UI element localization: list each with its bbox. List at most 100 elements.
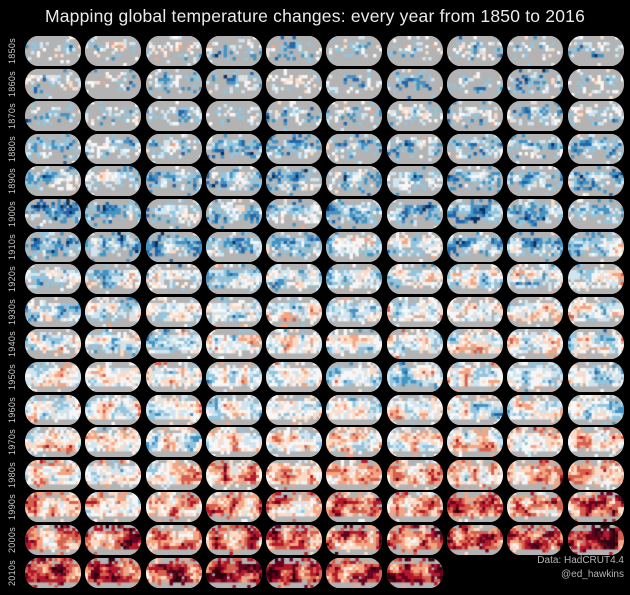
year-map (266, 329, 323, 360)
year-map (145, 264, 202, 295)
decade-label: 1980s (7, 461, 17, 488)
year-map (447, 231, 504, 262)
decade-row: 2010s (0, 557, 624, 588)
year-map (145, 101, 202, 132)
decade-label: 1890s (7, 168, 17, 195)
year-map (25, 394, 81, 425)
year-map (25, 492, 81, 523)
year-map (145, 166, 202, 197)
year-map (507, 296, 564, 327)
year-map (507, 492, 564, 523)
decade-label: 1940s (7, 331, 17, 358)
year-map (85, 68, 142, 99)
year-map (447, 133, 504, 164)
data-source-text: Data: HadCRUT4.4 (537, 555, 624, 566)
year-map (326, 557, 383, 588)
year-map (145, 198, 202, 229)
year-map (567, 166, 624, 197)
decade-label: 1880s (7, 135, 17, 162)
year-map (25, 329, 81, 360)
year-map (386, 557, 443, 588)
year-map (145, 329, 202, 360)
year-map (386, 296, 443, 327)
year-map (266, 68, 323, 99)
year-map (85, 264, 142, 295)
year-map (386, 101, 443, 132)
year-map (266, 427, 323, 458)
year-map (507, 36, 564, 66)
year-map (25, 231, 81, 262)
year-map (447, 68, 504, 99)
year-map (85, 166, 142, 197)
year-map (266, 264, 323, 295)
decade-row: 1890s (0, 166, 624, 197)
year-map (205, 329, 262, 360)
year-map (25, 427, 81, 458)
decade-row: 1930s (0, 296, 624, 327)
year-map (567, 329, 624, 360)
year-map (266, 296, 323, 327)
year-map (145, 524, 202, 555)
decade-row: 1900s (0, 198, 624, 229)
year-map (326, 101, 383, 132)
year-map (507, 231, 564, 262)
year-map (386, 36, 443, 66)
year-map (567, 394, 624, 425)
year-map (85, 198, 142, 229)
year-map (447, 427, 504, 458)
decade-row: 2000s (0, 524, 624, 555)
year-map (85, 101, 142, 132)
year-map (447, 296, 504, 327)
year-map (507, 394, 564, 425)
year-map (386, 198, 443, 229)
year-map (386, 394, 443, 425)
year-map (447, 329, 504, 360)
year-map (447, 524, 504, 555)
year-map (326, 133, 383, 164)
year-map (447, 198, 504, 229)
year-map (25, 198, 81, 229)
year-map (567, 264, 624, 295)
year-map (326, 198, 383, 229)
decade-label: 1920s (7, 266, 17, 293)
decade-row: 1990s (0, 492, 624, 523)
year-map (386, 492, 443, 523)
year-map (266, 133, 323, 164)
year-map (205, 68, 262, 99)
year-map (447, 166, 504, 197)
year-map (266, 231, 323, 262)
year-map (266, 557, 323, 588)
attribution: Data: HadCRUT4.4 @ed_hawkins (537, 554, 624, 581)
year-map (85, 231, 142, 262)
decade-row: 1980s (0, 459, 624, 490)
decade-row: 1870s (0, 101, 624, 132)
decade-row: 1960s (0, 394, 624, 425)
year-map (567, 198, 624, 229)
year-map (85, 36, 142, 66)
year-map (447, 101, 504, 132)
year-map (145, 133, 202, 164)
decade-row: 1860s (0, 68, 624, 99)
year-map (205, 296, 262, 327)
year-map (326, 166, 383, 197)
year-map (205, 361, 262, 392)
year-map (326, 329, 383, 360)
year-map (567, 231, 624, 262)
decade-label: 1960s (7, 396, 17, 423)
year-map (567, 524, 624, 555)
year-map (25, 101, 81, 132)
year-map (386, 264, 443, 295)
year-map (205, 198, 262, 229)
year-map (145, 361, 202, 392)
author-handle-text: @ed_hawkins (561, 568, 624, 580)
year-map (85, 427, 142, 458)
year-map (85, 296, 142, 327)
year-map (326, 394, 383, 425)
year-map (205, 524, 262, 555)
year-map (507, 133, 564, 164)
decade-label: 1990s (7, 494, 17, 521)
year-map (205, 36, 262, 66)
year-map (266, 524, 323, 555)
year-map (567, 459, 624, 490)
year-map (205, 492, 262, 523)
